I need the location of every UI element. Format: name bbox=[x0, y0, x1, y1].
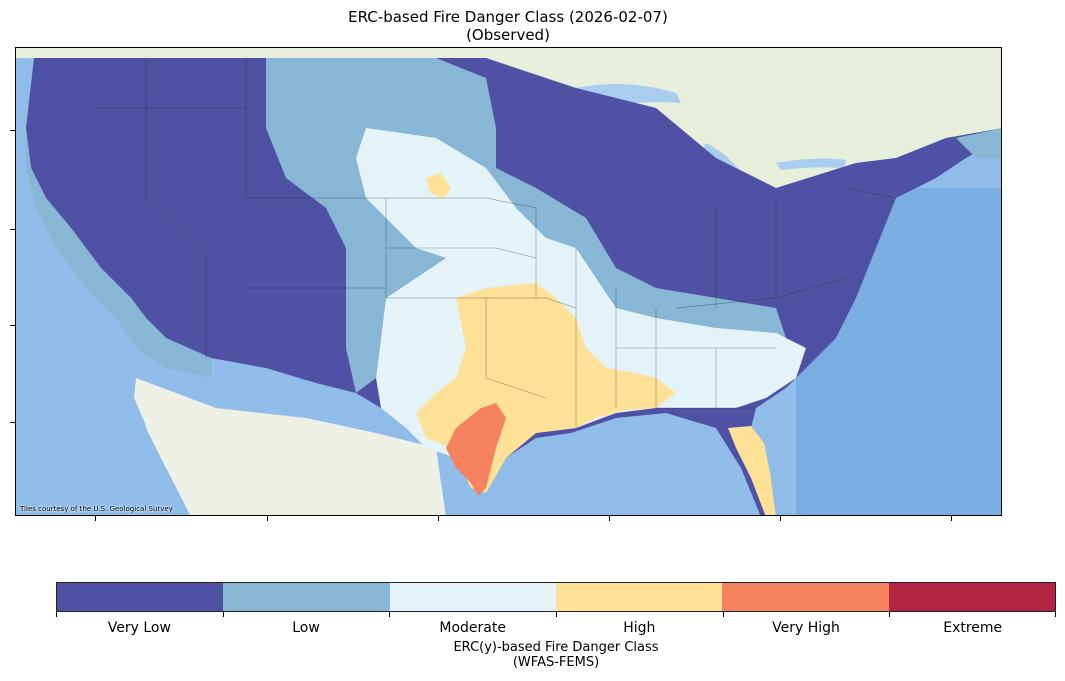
colorbar-tick bbox=[889, 612, 890, 617]
colorbar-tick bbox=[723, 612, 724, 617]
colorbar-segment-low bbox=[223, 583, 390, 611]
colorbar-label: Low bbox=[292, 620, 320, 636]
colorbar-label: Moderate bbox=[439, 620, 506, 636]
colorbar-segment-extreme bbox=[888, 583, 1055, 611]
colorbar-label: Very Low bbox=[107, 620, 171, 636]
colorbar bbox=[56, 582, 1056, 612]
state-borders bbox=[96, 58, 897, 428]
region-high-ne bbox=[426, 173, 451, 198]
x-axis-tick bbox=[267, 516, 268, 521]
colorbar-segment-moderate bbox=[389, 583, 556, 611]
y-axis-tick bbox=[10, 325, 15, 326]
baja-land bbox=[134, 378, 216, 515]
x-axis-tick bbox=[609, 516, 610, 521]
colorbar-segment-high bbox=[555, 583, 723, 611]
fire-danger-map[interactable]: Tiles courtesy of the U.S. Geological Su… bbox=[15, 47, 1002, 516]
colorbar-tick bbox=[389, 612, 390, 617]
x-axis-tick bbox=[95, 516, 96, 521]
colorbar-title: ERC(y)-based Fire Danger Class (WFAS-FEM… bbox=[56, 640, 1056, 670]
colorbar-segment-very-high bbox=[722, 583, 889, 611]
colorbar-tick bbox=[223, 612, 224, 617]
title-line-1: ERC-based Fire Danger Class (2026-02-07) bbox=[348, 8, 668, 26]
y-axis-tick bbox=[10, 422, 15, 423]
mexico-land bbox=[136, 378, 446, 515]
colorbar-title-line-1: ERC(y)-based Fire Danger Class bbox=[453, 640, 659, 655]
canada-land bbox=[16, 48, 1001, 188]
colorbar-segment-very-low bbox=[57, 583, 224, 611]
colorbar-ticks bbox=[56, 612, 1056, 618]
title-line-2: (Observed) bbox=[466, 26, 550, 44]
chart-title: ERC-based Fire Danger Class (2026-02-07)… bbox=[0, 8, 1016, 44]
region-high-fl bbox=[728, 426, 776, 515]
x-axis-tick bbox=[951, 516, 952, 521]
tile-credit: Tiles courtesy of the U.S. Geological Su… bbox=[20, 505, 173, 513]
colorbar-label: High bbox=[623, 620, 656, 636]
great-lakes bbox=[576, 84, 846, 193]
colorbar-tick bbox=[56, 612, 57, 617]
region-low-ne bbox=[956, 128, 1001, 158]
colorbar-label: Extreme bbox=[943, 620, 1003, 636]
colorbar-labels: Very Low Low Moderate High Very High Extreme bbox=[56, 620, 1056, 636]
y-axis-tick bbox=[10, 229, 15, 230]
colorbar-title-line-2: (WFAS-FEMS) bbox=[512, 655, 600, 670]
x-axis-tick bbox=[438, 516, 439, 521]
colorbar-tick bbox=[1055, 612, 1056, 617]
map-canvas bbox=[16, 48, 1001, 515]
y-axis-tick bbox=[10, 130, 15, 131]
x-axis-tick bbox=[780, 516, 781, 521]
colorbar-label: Very High bbox=[772, 620, 840, 636]
colorbar-tick bbox=[556, 612, 557, 617]
region-very-high bbox=[446, 403, 506, 496]
region-low-west bbox=[26, 128, 211, 378]
